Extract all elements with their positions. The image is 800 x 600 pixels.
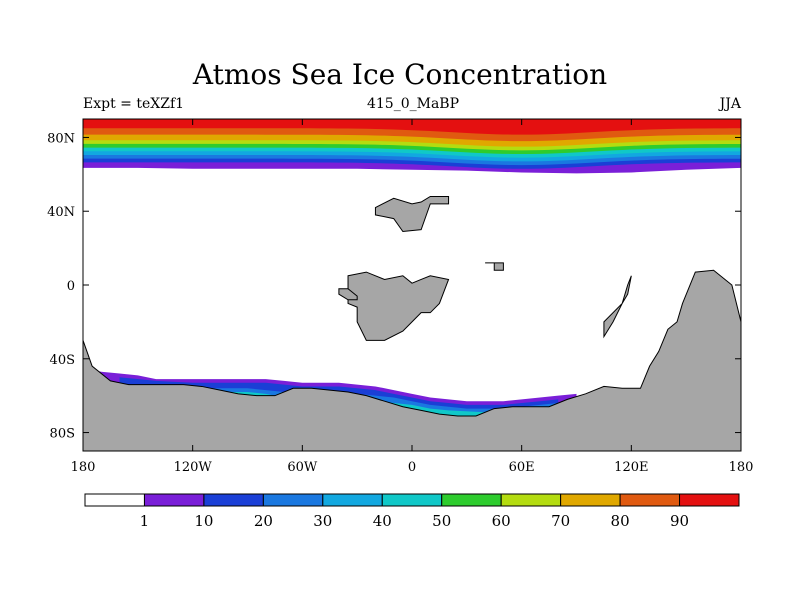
colorbar-box xyxy=(262,493,324,507)
colorbar-label: 80 xyxy=(611,512,630,530)
colorbar-box xyxy=(381,493,443,507)
land-antarctica-and-southern-continents xyxy=(83,269,741,451)
x-tick-label: 60E xyxy=(509,460,535,475)
land-east-island xyxy=(603,275,632,339)
colorbar-box xyxy=(441,493,502,507)
x-tick-label: 180 xyxy=(729,460,754,475)
colorbar-label: 90 xyxy=(670,512,689,530)
colorbar-box xyxy=(203,493,264,507)
y-tick-label: 40S xyxy=(50,353,75,368)
experiment-label: Expt = teXZf1 xyxy=(83,96,185,112)
colorbar-label: 50 xyxy=(432,512,451,530)
x-tick-label: 0 xyxy=(408,460,416,475)
colorbar-label: 40 xyxy=(373,512,392,530)
x-tick-label: 180 xyxy=(71,460,96,475)
colorbar-box xyxy=(619,493,681,507)
colorbar-label: 20 xyxy=(254,512,273,530)
period-label: 415_0_MaBP xyxy=(366,96,460,112)
chart-title: Atmos Sea Ice Concentration xyxy=(192,58,608,91)
colorbar-box xyxy=(500,493,562,507)
land-mid-isles xyxy=(338,288,358,301)
x-tick-label: 60W xyxy=(287,460,318,475)
colorbar-box xyxy=(143,493,205,507)
y-tick-label: 80S xyxy=(50,427,75,442)
colorbar-label: 10 xyxy=(194,512,213,530)
x-tick-label: 120E xyxy=(614,460,648,475)
colorbar-label: 70 xyxy=(551,512,570,530)
colorbar-box xyxy=(84,493,145,507)
x-tick-label: 120W xyxy=(174,460,213,475)
land-north-block xyxy=(485,262,504,271)
colorbar-box xyxy=(322,493,383,507)
arctic-ice-level-90 xyxy=(83,119,741,135)
colorbar-label: 30 xyxy=(313,512,332,530)
season-label: JJA xyxy=(719,96,741,112)
colorbar-label: 1 xyxy=(140,512,150,530)
colorbar-box xyxy=(560,493,621,507)
y-tick-label: 80N xyxy=(47,131,75,146)
y-tick-label: 40N xyxy=(47,205,75,220)
colorbar-label: 60 xyxy=(492,512,511,530)
land-eurasia-block xyxy=(374,195,450,233)
colorbar-box xyxy=(679,493,740,507)
y-tick-label: 0 xyxy=(67,279,75,294)
land-africa-block xyxy=(347,271,450,341)
